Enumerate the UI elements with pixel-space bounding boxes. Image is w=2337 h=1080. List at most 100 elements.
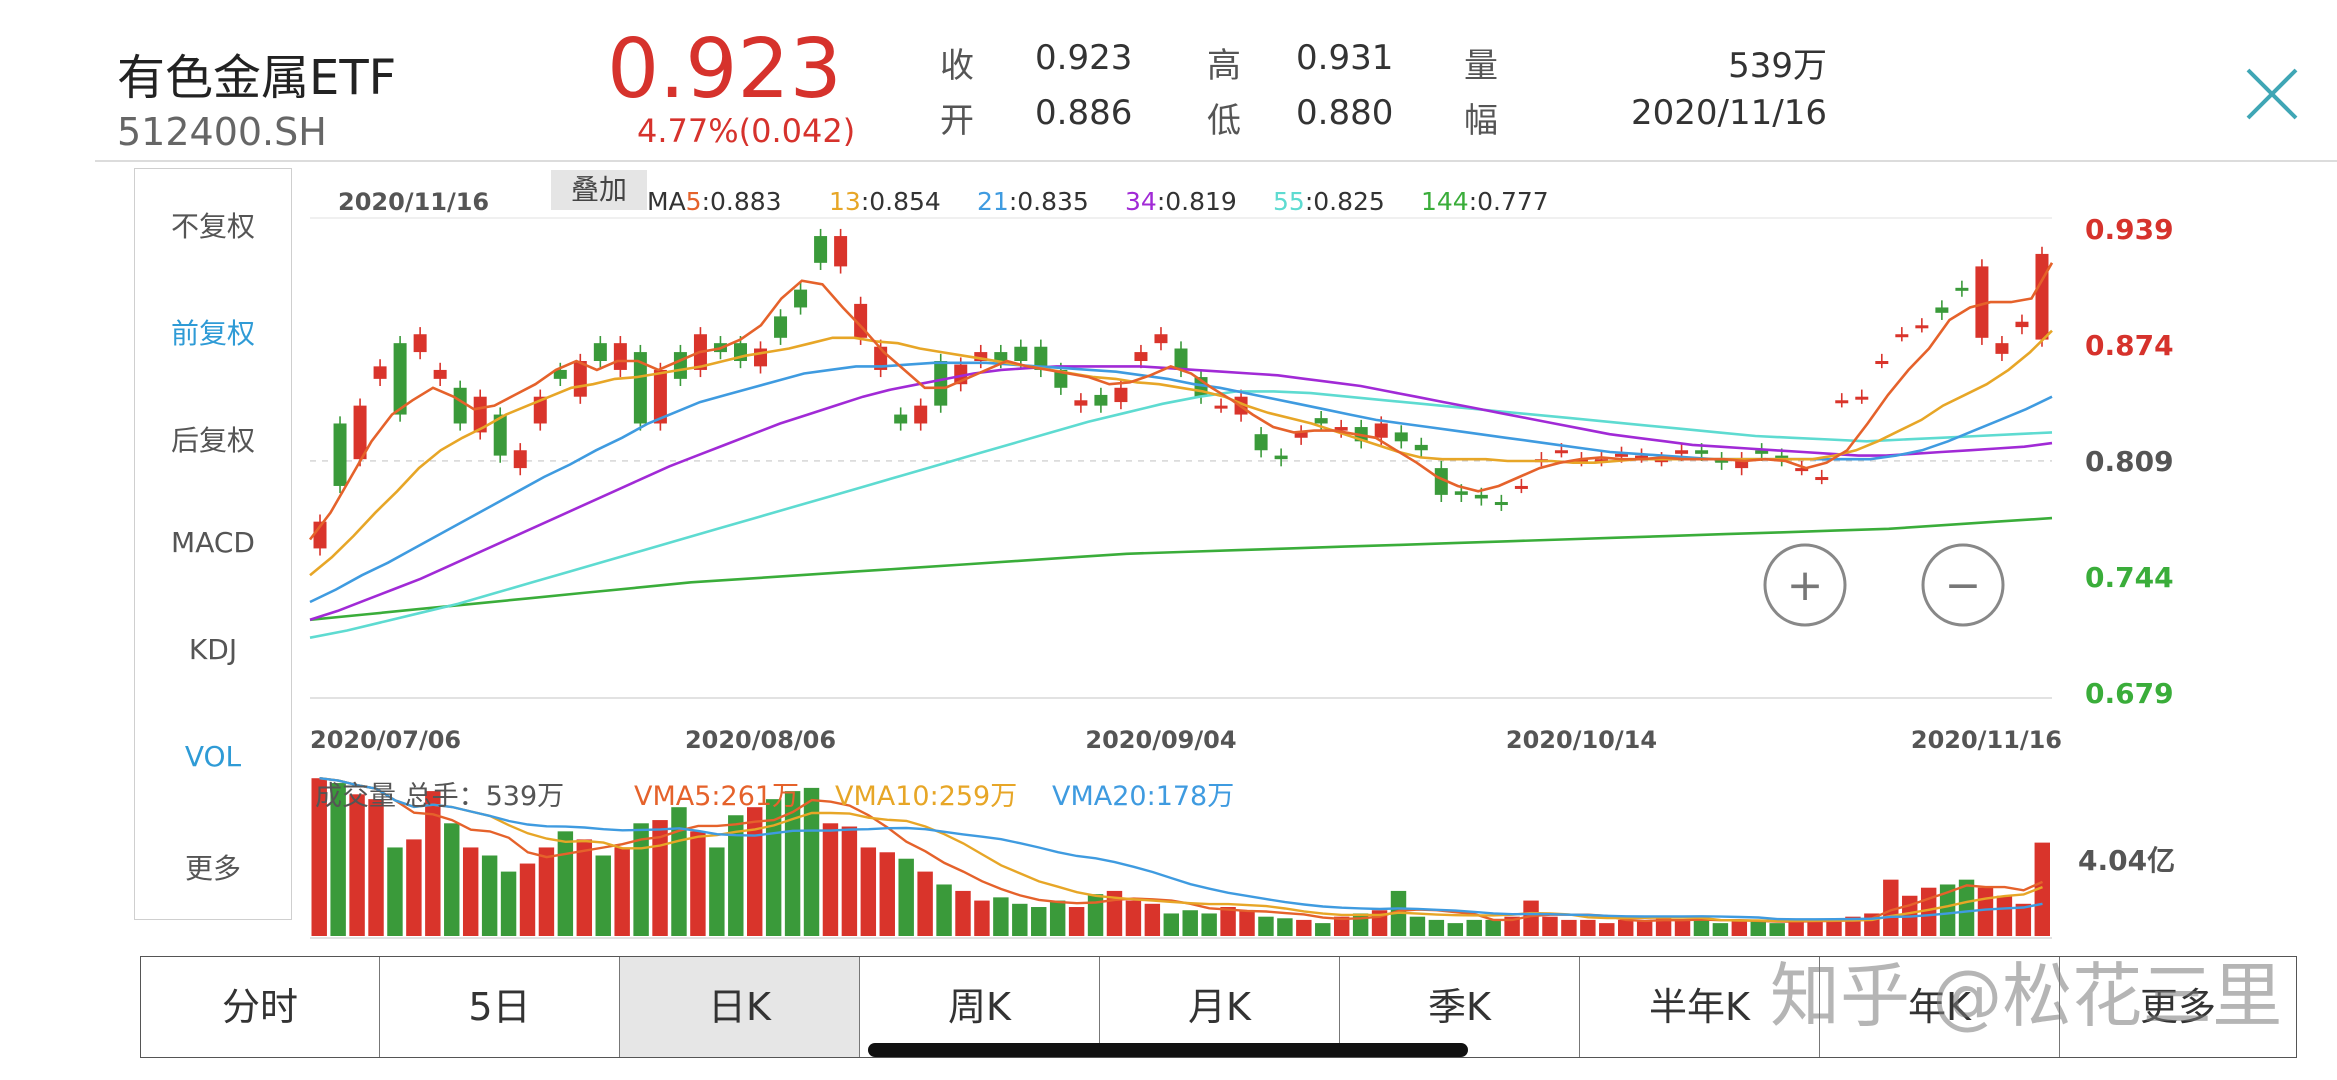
candle-body	[393, 343, 407, 415]
volume-bar	[1807, 921, 1823, 936]
sidebar-item-vol[interactable]: VOL	[184, 740, 242, 773]
volume-bar	[500, 871, 517, 936]
candle-body	[593, 343, 607, 362]
sidebar-item-macd[interactable]: MACD	[171, 526, 255, 559]
candle-body	[1615, 453, 1629, 457]
candle-body	[513, 450, 527, 469]
quote-value-open: 0.886	[1035, 93, 1133, 133]
volume-bar	[671, 807, 687, 936]
volume-bar	[1466, 919, 1482, 936]
volume-bar	[1542, 916, 1558, 936]
ma55-line	[309, 390, 2053, 639]
volume-bar	[368, 799, 384, 936]
candle-body	[533, 396, 547, 424]
volume-bar	[576, 839, 593, 936]
candle-body	[1735, 459, 1749, 469]
kline-chart[interactable]: 0.939 0.874 0.809 0.744 0.679 2020/07/06 2020/…	[300, 160, 2200, 950]
volume-bar	[1504, 916, 1520, 936]
candle-body	[353, 405, 367, 460]
volume-bar	[1939, 884, 1956, 936]
candle-body	[1374, 423, 1388, 438]
candle-body	[1635, 455, 1649, 459]
ma-legend-item: 55:0.825	[1273, 187, 1385, 216]
y-tick-label: 0.874	[2085, 329, 2174, 362]
tab-5day[interactable]: 5日	[380, 957, 620, 1057]
tab-more[interactable]: 更多	[2139, 985, 2216, 1029]
volume-bar	[1296, 919, 1312, 936]
volume-bar	[1693, 919, 1710, 936]
volume-bar	[1599, 923, 1615, 936]
candle-body	[1975, 266, 1989, 338]
candle-body	[1014, 346, 1028, 362]
volume-bar	[955, 890, 971, 936]
volume-bar	[1277, 918, 1293, 936]
quote-label-amplitude: 幅	[1464, 101, 1498, 141]
volume-bar	[1125, 900, 1142, 936]
volume-bar	[1977, 887, 1994, 936]
ma-legend-period: 21	[977, 187, 1009, 216]
candle-body	[894, 414, 908, 424]
sidebar-item-no-adjust[interactable]: 不复权	[170, 210, 255, 243]
volume-bar	[841, 826, 858, 936]
quote-value-date: 2020/11/16	[1631, 93, 1827, 133]
volume-bar	[1750, 919, 1766, 936]
volume-bar	[1087, 894, 1104, 936]
sidebar-item-more[interactable]: 更多	[184, 852, 241, 885]
candle-body	[1134, 352, 1148, 362]
volume-bar	[917, 871, 933, 936]
zoom-in-label[interactable]: +	[1787, 560, 1824, 611]
ma-legend-period: 144	[1421, 187, 1469, 216]
candle-body	[673, 352, 687, 379]
candle-body	[1514, 485, 1528, 489]
volume-bar	[1258, 916, 1274, 936]
zoom-out-icon[interactable]	[1921, 543, 2005, 627]
volume-bar	[330, 783, 346, 936]
last-price: 0.923	[607, 22, 842, 117]
volume-bar	[1163, 913, 1179, 936]
tab-weekly-k[interactable]: 周K	[860, 957, 1100, 1057]
volume-bar	[1012, 903, 1028, 936]
candle-body	[794, 289, 808, 308]
candle-body	[914, 405, 928, 424]
candle-body	[553, 369, 567, 379]
volume-bar	[1144, 903, 1161, 936]
overlay-button[interactable]: 叠加	[551, 170, 647, 210]
period-tabs: 分时 5日 日K 周K 月K 季K 半年K 年K 更多	[140, 956, 2297, 1058]
tab-yearly-k[interactable]: 年K	[1820, 957, 2060, 1057]
sidebar-item-backward-adjust[interactable]: 后复权	[170, 424, 255, 457]
close-icon[interactable]	[2240, 62, 2304, 126]
tab-halfyear-k[interactable]: 半年K	[1580, 957, 1820, 1057]
candle-body	[2035, 253, 2049, 340]
volume-bar	[1580, 919, 1596, 936]
tab-monthly-k[interactable]: 月K	[1100, 957, 1340, 1057]
candle-body	[814, 236, 828, 263]
tab-quarterly-k[interactable]: 季K	[1340, 957, 1580, 1057]
candle-body	[1394, 432, 1408, 442]
candle-body	[1554, 450, 1568, 454]
volume-bar	[1883, 879, 1899, 936]
ma-legend-item: 13:0.854	[829, 187, 941, 216]
sidebar-item-kdj[interactable]: KDJ	[188, 633, 238, 666]
ma-legend-period: 34	[1125, 187, 1157, 216]
zoom-out-label[interactable]: −	[1945, 560, 1982, 611]
volume-bar	[557, 831, 574, 936]
volume-bar	[1561, 919, 1577, 936]
home-indicator[interactable]	[868, 1043, 1468, 1057]
zoom-in-icon[interactable]	[1763, 543, 1847, 627]
sidebar-item-forward-adjust[interactable]: 前复权	[170, 317, 255, 350]
tab-daily-k[interactable]: 日K	[620, 957, 860, 1057]
volume-bar	[784, 791, 801, 936]
candle-body	[1094, 394, 1108, 406]
volume-bar	[444, 823, 460, 936]
candle-body	[433, 369, 447, 379]
volume-bar	[1031, 907, 1047, 936]
volume-bar	[2015, 903, 2032, 936]
ma-legend-value: :0.777	[1469, 187, 1549, 216]
ma-legend-value: :0.854	[861, 187, 941, 216]
volume-bar	[1788, 919, 1804, 936]
tab-intraday[interactable]: 分时	[141, 957, 380, 1057]
candle-body	[1274, 455, 1288, 460]
volume-bar	[519, 863, 536, 936]
quote-label-volume: 量	[1464, 46, 1498, 86]
ma-legend-period: 13	[829, 187, 861, 216]
